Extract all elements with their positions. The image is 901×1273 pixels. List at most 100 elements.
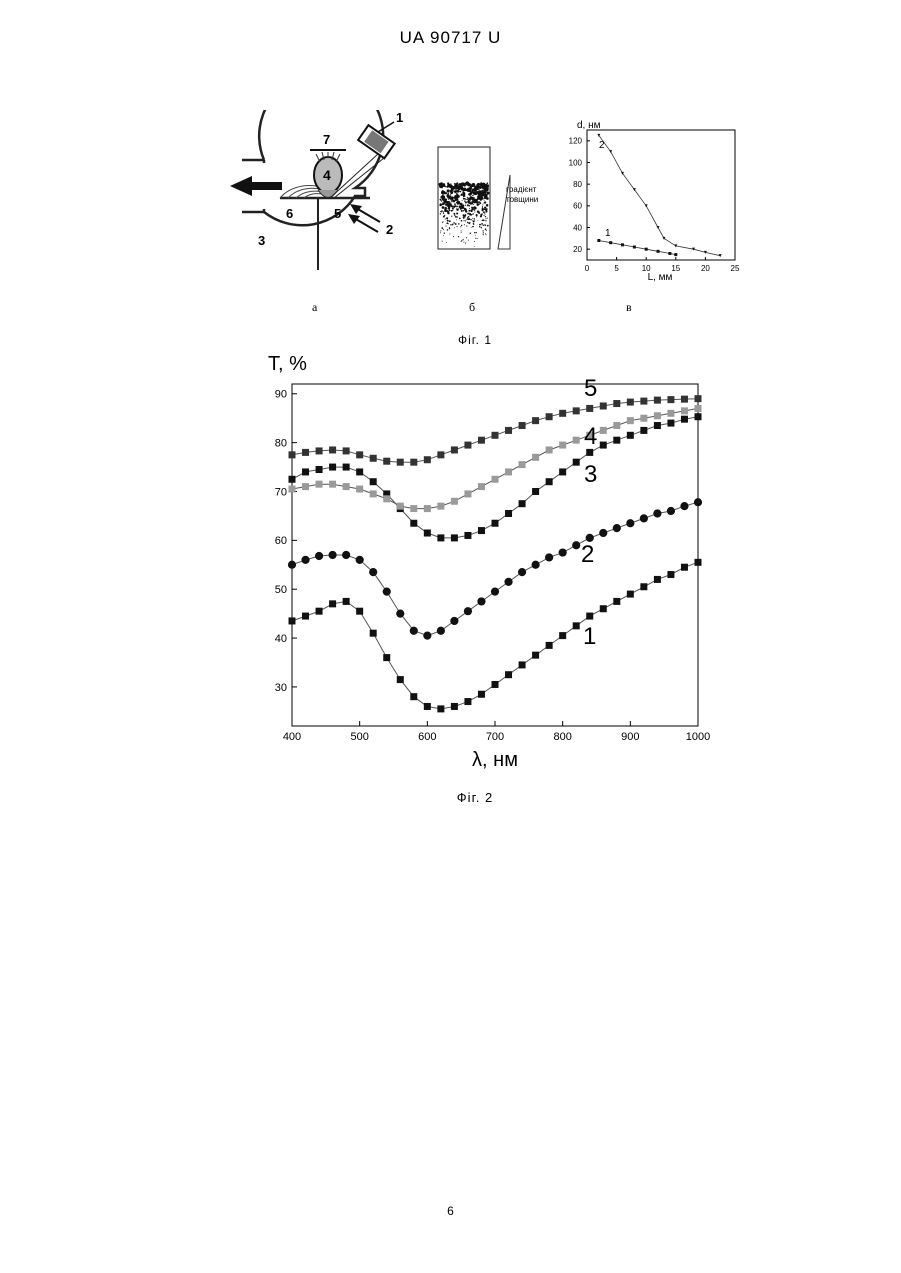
series-5-point xyxy=(559,410,566,417)
speckle xyxy=(479,224,481,226)
speckle xyxy=(468,198,470,200)
series-5-point xyxy=(600,402,607,409)
series-3-point xyxy=(464,532,471,539)
speckle xyxy=(473,224,474,225)
speckle xyxy=(463,204,464,205)
series-4-point xyxy=(356,486,363,493)
speckle xyxy=(481,223,483,225)
speckle xyxy=(451,206,453,208)
speckle xyxy=(468,210,470,212)
series-4-point xyxy=(437,503,444,510)
speckle xyxy=(440,213,441,214)
speckle xyxy=(485,186,487,188)
series-1-point xyxy=(437,705,444,712)
series-2-point xyxy=(645,204,648,207)
speckle xyxy=(454,203,456,205)
series-1-point xyxy=(695,559,702,566)
speckle xyxy=(464,189,466,191)
speckle xyxy=(453,236,454,237)
speckle xyxy=(461,232,462,233)
speckle xyxy=(454,227,455,228)
series-3-point xyxy=(424,530,431,537)
speckle xyxy=(477,191,479,193)
series-2-point xyxy=(356,556,364,564)
y-tick-label: 40 xyxy=(573,223,582,232)
diagram-label-4: 4 xyxy=(323,167,331,183)
series-4-point xyxy=(613,422,620,429)
y-axis-label: Т, % xyxy=(268,353,307,375)
speckle xyxy=(461,203,462,204)
speckle xyxy=(467,222,469,224)
speckle xyxy=(446,242,447,243)
speckle xyxy=(463,214,465,216)
speckle xyxy=(449,233,450,234)
speckle xyxy=(456,219,457,220)
speckle xyxy=(468,223,470,225)
speckle xyxy=(476,203,478,205)
speckle xyxy=(474,191,475,192)
y-tick-label: 60 xyxy=(573,202,582,211)
series-5-point xyxy=(437,451,444,458)
diagram-label-7: 7 xyxy=(323,132,330,147)
series-2-point xyxy=(626,519,634,527)
speckle xyxy=(469,213,471,215)
x-tick-label: 1000 xyxy=(686,731,710,743)
y-tick-label: 90 xyxy=(275,389,287,401)
speckle xyxy=(463,242,464,243)
series-1-point xyxy=(519,661,526,668)
speckle xyxy=(464,224,465,225)
x-tick-label: 5 xyxy=(614,264,619,273)
series-2-point xyxy=(342,551,350,559)
series-4-point xyxy=(397,503,404,510)
speckle xyxy=(449,227,450,228)
speckle xyxy=(456,216,458,218)
series-4-point xyxy=(329,481,336,488)
speckle xyxy=(464,198,466,200)
speckle xyxy=(447,229,449,231)
speckle xyxy=(476,183,478,185)
series-1-point xyxy=(600,605,607,612)
speckle xyxy=(475,238,476,239)
speckle xyxy=(461,225,462,226)
speckle xyxy=(445,226,446,227)
speckle xyxy=(463,196,464,197)
speckle xyxy=(472,199,475,202)
series-1-point xyxy=(478,691,485,698)
series-5-point xyxy=(586,405,593,412)
speckle xyxy=(486,182,488,184)
series-5-point xyxy=(681,396,688,403)
speckle xyxy=(448,197,451,200)
series-2-point xyxy=(410,627,418,635)
series-3-point xyxy=(505,510,512,517)
series-4-point xyxy=(519,461,526,468)
speckle xyxy=(442,221,443,222)
series-4-point xyxy=(640,415,647,422)
speckle xyxy=(478,211,479,212)
series-5-point xyxy=(667,396,674,403)
series-5-point xyxy=(640,398,647,405)
speckle xyxy=(451,200,452,201)
speckle xyxy=(477,220,478,221)
speckle xyxy=(464,193,465,194)
series-3-point xyxy=(600,442,607,449)
speckle xyxy=(463,220,464,221)
speckle xyxy=(465,243,466,244)
speckle xyxy=(467,213,468,214)
speckle xyxy=(474,241,475,242)
x-tick-label: 20 xyxy=(701,264,710,273)
speckle xyxy=(484,193,486,195)
speckle xyxy=(479,199,480,200)
speckle xyxy=(458,236,459,237)
speckle xyxy=(452,200,455,203)
speckle xyxy=(445,204,447,206)
x-axis-label: λ, нм xyxy=(472,749,518,771)
series-1-point xyxy=(505,671,512,678)
speckle xyxy=(479,211,480,212)
series-2-point xyxy=(477,597,485,605)
y-tick-label: 60 xyxy=(275,535,287,547)
speckle xyxy=(455,216,457,218)
series-5-point xyxy=(546,413,553,420)
speckle xyxy=(467,189,468,190)
speckle xyxy=(460,195,461,196)
series-1-point xyxy=(492,681,499,688)
